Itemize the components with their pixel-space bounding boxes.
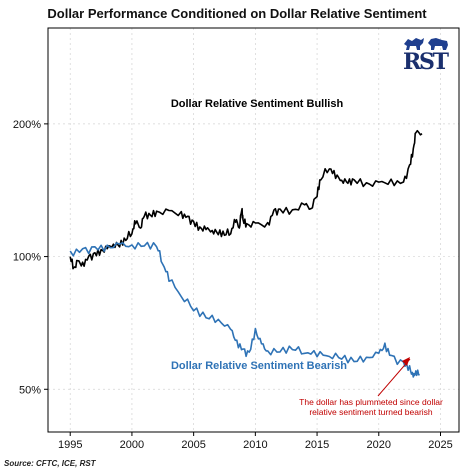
annotation-note-line2: relative sentiment turned bearish — [309, 407, 433, 417]
logo-text: RST — [403, 49, 450, 75]
x-tick-label: 2000 — [120, 439, 144, 451]
x-tick-label: 2010 — [243, 439, 267, 451]
annotation-arrowhead — [402, 357, 410, 366]
bullish-series-line — [69, 129, 423, 270]
series-layer — [69, 129, 423, 378]
chart-title: Dollar Performance Conditioned on Dollar… — [47, 6, 427, 21]
bearish-label: Dollar Relative Sentiment Bearish — [171, 360, 347, 372]
plot-frame — [47, 27, 460, 433]
bullish-label: Dollar Relative Sentiment Bullish — [171, 98, 344, 110]
bear-icon — [428, 38, 448, 50]
x-tick-label: 2020 — [367, 439, 391, 451]
y-tick-label: 50% — [19, 384, 41, 396]
rst-logo: RST — [403, 38, 450, 75]
annotation-note-line1: The dollar has plummeted since dollar — [299, 397, 443, 407]
x-tick-label: 2005 — [181, 439, 205, 451]
x-tick-label: 2015 — [305, 439, 329, 451]
source-note: Source: CFTC, ICE, RST — [4, 459, 96, 468]
bearish-series-line — [69, 241, 421, 378]
annotation-arrow — [377, 358, 411, 397]
x-tick-label: 1995 — [58, 439, 82, 451]
axis-ticks: 1995 2000 2005 2010 2015 2020 2025 50% 100% 200% — [13, 119, 453, 451]
y-tick-label: 100% — [13, 252, 41, 264]
y-tick-label: 200% — [13, 119, 41, 131]
x-tick-label: 2025 — [428, 439, 452, 451]
bull-icon — [404, 38, 424, 50]
